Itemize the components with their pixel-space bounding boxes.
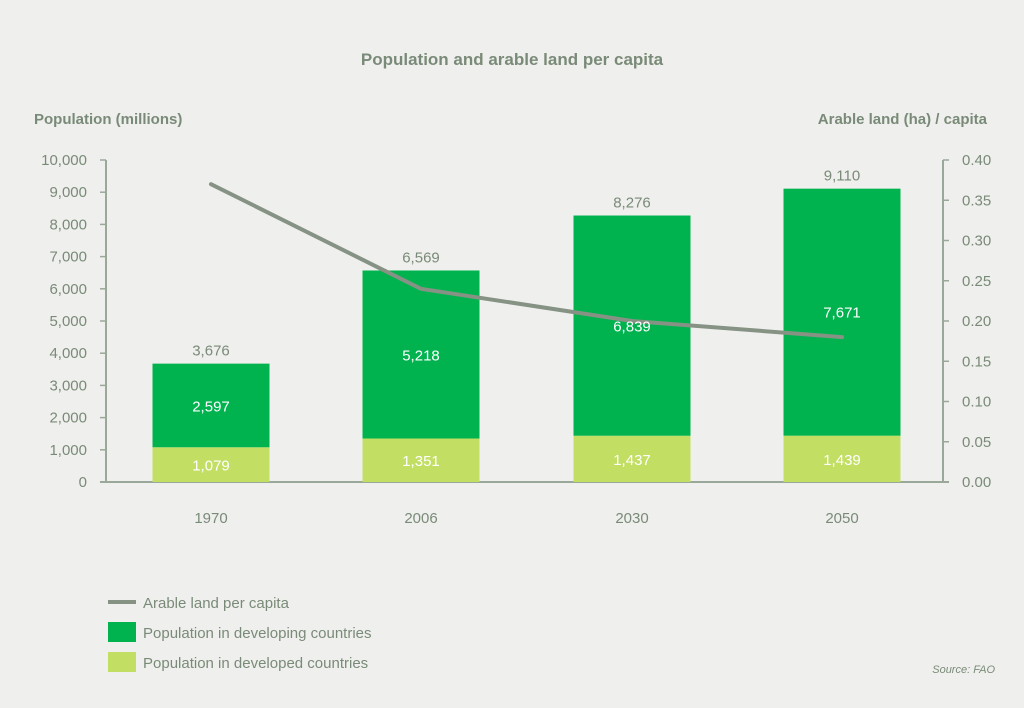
- bar-developing-2050: [783, 188, 901, 436]
- right-tick-label: 0.20: [962, 313, 991, 330]
- right-tick-label: 0.05: [962, 434, 991, 451]
- source-note: Source: FAO: [932, 664, 995, 676]
- right-tick-label: 0.25: [962, 273, 991, 290]
- left-tick-label: 7,000: [49, 249, 87, 266]
- left-tick-label: 0: [79, 474, 87, 491]
- y2-axis-title: Arable land (ha) / capita: [818, 111, 988, 128]
- bar-developed-2030: [573, 435, 691, 482]
- chart-title: Population and arable land per capita: [361, 50, 664, 69]
- label-developing-1970: 2,597: [192, 398, 230, 415]
- left-tick-label: 1,000: [49, 442, 87, 459]
- y-axis-title: Population (millions): [34, 111, 182, 128]
- arable-land-line: [209, 182, 844, 340]
- left-tick-label: 5,000: [49, 313, 87, 330]
- left-tick-label: 8,000: [49, 216, 87, 233]
- label-total-2006: 6,569: [402, 249, 440, 266]
- bar-developed-2050: [783, 435, 901, 482]
- right-y-axis: 0.00 0.05 0.10 0.15 0.20 0.25 0.30 0.35 0.40: [942, 152, 991, 491]
- label-total-2050: 9,110: [824, 168, 860, 185]
- label-developing-2030: 6,839: [613, 319, 651, 336]
- x-axis-labels: 1970 2006 2030 2050: [194, 510, 858, 527]
- label-developed-2006: 1,351: [402, 453, 440, 470]
- legend-label: Arable land per capita: [143, 595, 290, 612]
- right-tick-label: 0.40: [962, 152, 991, 169]
- left-tick-label: 4,000: [49, 345, 87, 362]
- label-developing-2006: 5,218: [402, 347, 440, 364]
- label-developed-2050: 1,439: [823, 452, 861, 469]
- right-tick-label: 0.00: [962, 474, 991, 491]
- label-developing-2050: 7,671: [823, 304, 861, 321]
- legend-swatch-box: [108, 622, 136, 642]
- left-tick-label: 3,000: [49, 377, 87, 394]
- x-tick-label: 2050: [825, 510, 858, 527]
- left-tick-label: 9,000: [49, 184, 87, 201]
- left-y-axis: 0 1,000 2,000 3,000 4,000 5,000 6,000 7,000 8,00…: [41, 152, 949, 491]
- label-total-2030: 8,276: [613, 195, 651, 212]
- legend-label: Population in developing countries: [143, 625, 372, 642]
- right-tick-label: 0.15: [962, 353, 991, 370]
- left-tick-label: 10,000: [41, 152, 87, 169]
- bars: [152, 188, 901, 482]
- right-tick-label: 0.10: [962, 394, 991, 411]
- bar-developing-2006: [362, 270, 480, 439]
- bar-developed-1970: [152, 447, 270, 482]
- right-tick-label: 0.35: [962, 192, 991, 209]
- x-tick-label: 1970: [194, 510, 227, 527]
- right-tick-label: 0.30: [962, 233, 991, 250]
- label-developed-1970: 1,079: [192, 458, 230, 475]
- legend: Arable land per capita Population in deve…: [108, 595, 372, 672]
- arable-land-line-layer: [209, 182, 844, 340]
- bar-developed-2006: [362, 438, 480, 482]
- label-developed-2030: 1,437: [613, 452, 651, 469]
- x-tick-label: 2030: [615, 510, 648, 527]
- data-labels: 1,079 2,597 3,676 1,351 5,218 6,569 1,437 6,839…: [192, 168, 861, 475]
- legend-label: Population in developed countries: [143, 655, 368, 672]
- left-tick-label: 2,000: [49, 410, 87, 427]
- left-tick-label: 6,000: [49, 281, 87, 298]
- bar-developing-1970: [152, 363, 270, 448]
- label-total-1970: 3,676: [192, 343, 230, 360]
- x-tick-label: 2006: [404, 510, 437, 527]
- legend-swatch-box: [108, 652, 136, 672]
